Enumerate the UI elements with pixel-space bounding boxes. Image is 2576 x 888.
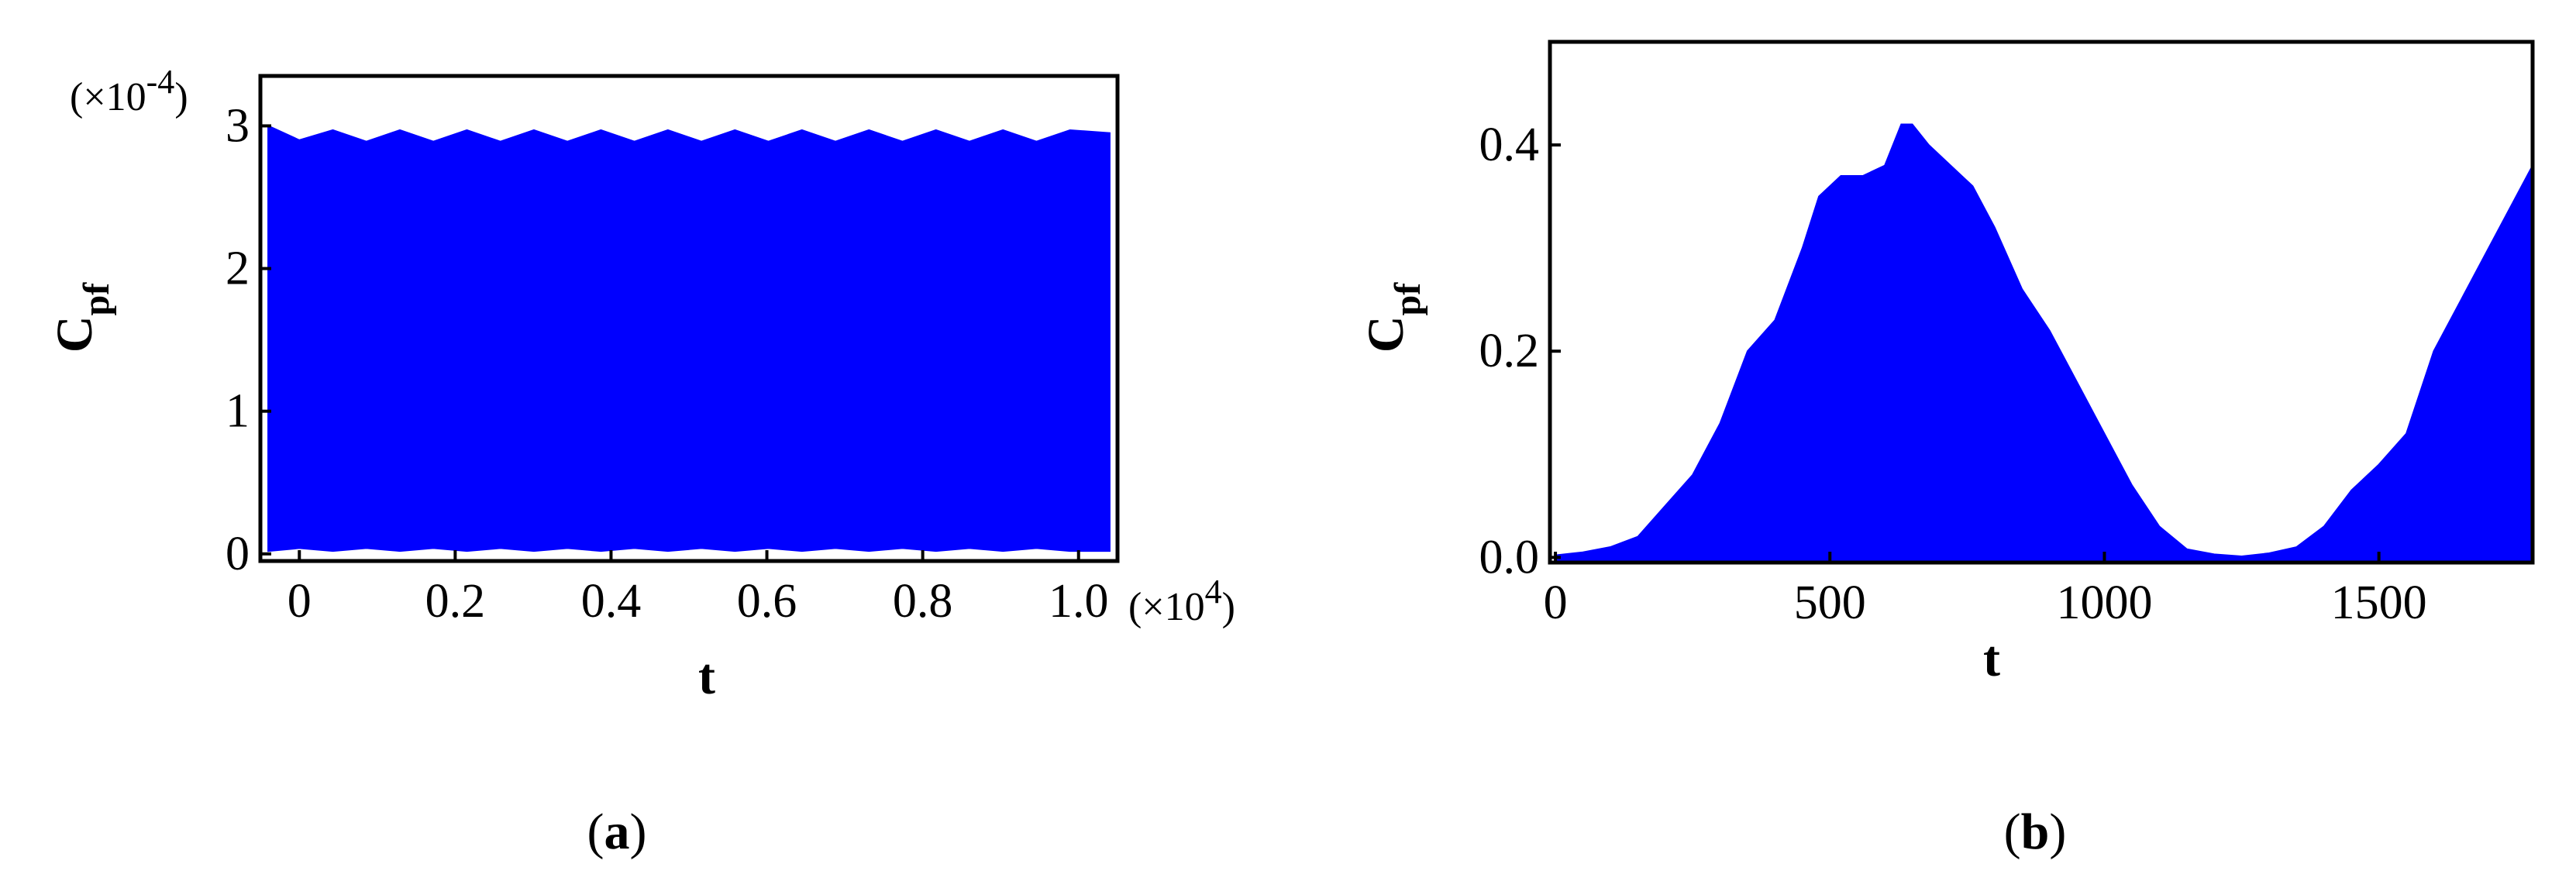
panel-a-area-fill	[267, 124, 1111, 552]
panel-a-x-axis-title: t	[698, 649, 715, 705]
x-tick-label: 1.0	[1049, 575, 1109, 628]
x-tick-label: 0	[1544, 577, 1568, 629]
panel-a-y-axis-title: Cpf	[46, 282, 117, 353]
panel-b-label: (b)	[2004, 804, 2067, 860]
x-tick-label: 500	[1794, 577, 1866, 629]
y-tick-label: 0.4	[1479, 119, 1540, 171]
series-area	[267, 124, 1111, 552]
panel-b-x-ticks: 0 500 1000 1500	[1544, 552, 2427, 629]
panel-b-x-axis-title: t	[1983, 631, 2000, 687]
panel-a-x-ticks: 0 0.2 0.4 0.6 0.8 1.0	[288, 550, 1109, 628]
y-tick-label: 2	[226, 243, 250, 295]
x-tick-label: 0.6	[737, 575, 797, 628]
panel-a-y-ticks: 0 1 2 3	[226, 99, 271, 580]
y-tick-label: 0.2	[1479, 325, 1540, 377]
panel-a-y-multiplier: (×10-4)	[70, 63, 188, 119]
panel-a-plot-frame	[258, 74, 1120, 563]
x-tick-label: 0	[288, 575, 312, 628]
y-tick-label: 1	[226, 385, 250, 438]
series-area	[1555, 123, 2533, 563]
panel-b-area-fill	[1555, 123, 2533, 563]
y-tick-label: 3	[226, 99, 250, 152]
panel-b-y-axis-title: Cpf	[1358, 282, 1428, 353]
y-tick-label: 0	[226, 528, 250, 580]
panel-b-y-ticks: 0.0 0.2 0.4	[1479, 119, 1561, 583]
x-tick-label: 1500	[2331, 577, 2427, 629]
panel-a-label: (a)	[587, 804, 647, 860]
panel-b: 0 500 1000 1500 0.0 0.2 0.4 t Cpf (b)	[1358, 40, 2535, 860]
x-tick-label: 1000	[2056, 577, 2152, 629]
panel-b-plot-frame	[1548, 40, 2535, 565]
y-tick-label: 0.0	[1479, 531, 1540, 583]
x-tick-label: 0.2	[425, 575, 486, 628]
x-tick-label: 0.4	[581, 575, 642, 628]
panel-a: 0 0.2 0.4 0.6 0.8 1.0 0 1 2 3 (×10-4) (×104) t C…	[46, 63, 1235, 860]
panel-a-x-multiplier: (×104)	[1128, 573, 1235, 629]
x-tick-label: 0.8	[893, 575, 953, 628]
